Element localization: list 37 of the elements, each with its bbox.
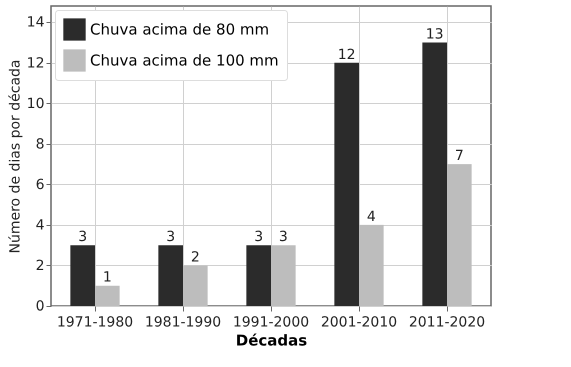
data-label: 4: [366, 208, 376, 225]
x-tick-label: 1981-1990: [144, 314, 222, 330]
data-label: 1: [102, 270, 112, 286]
bar: [95, 286, 120, 306]
legend-label: Chuva acima de 80 mm: [90, 20, 270, 38]
x-tick-label: 2011-2020: [408, 314, 486, 330]
data-label: 3: [78, 229, 88, 246]
data-label: 13: [426, 26, 444, 42]
data-label: 3: [278, 229, 288, 246]
y-tick-label: 6: [36, 176, 45, 193]
bar: [183, 265, 208, 306]
y-tick-label: 0: [36, 298, 44, 314]
bar: [359, 224, 384, 306]
x-tick-label: 2001-2010: [320, 314, 398, 330]
data-label: 3: [166, 229, 176, 246]
data-label: 3: [254, 229, 264, 246]
data-label: 7: [454, 148, 464, 164]
y-tick-label: 8: [36, 136, 44, 152]
data-label: 12: [338, 46, 356, 63]
y-tick-label: 12: [26, 55, 44, 72]
bar: [246, 245, 271, 306]
bar: [70, 245, 95, 306]
x-tick-label: 1991-2000: [232, 314, 310, 330]
bar: [334, 62, 359, 306]
bar: [158, 245, 183, 306]
y-tick-label: 4: [36, 217, 45, 234]
bar: [271, 245, 296, 306]
y-axis-title: Número de dias por década: [8, 59, 24, 254]
y-tick-label: 2: [36, 258, 44, 274]
bar: [447, 164, 472, 306]
y-tick-label: 10: [26, 96, 44, 112]
y-tick-label: 14: [26, 14, 45, 31]
x-axis-title: Décadas: [236, 332, 308, 350]
data-label: 2: [190, 249, 200, 266]
bar: [422, 42, 447, 306]
x-tick-label: 1971-1980: [56, 314, 134, 330]
legend-label: Chuva acima de 100 mm: [90, 52, 279, 70]
